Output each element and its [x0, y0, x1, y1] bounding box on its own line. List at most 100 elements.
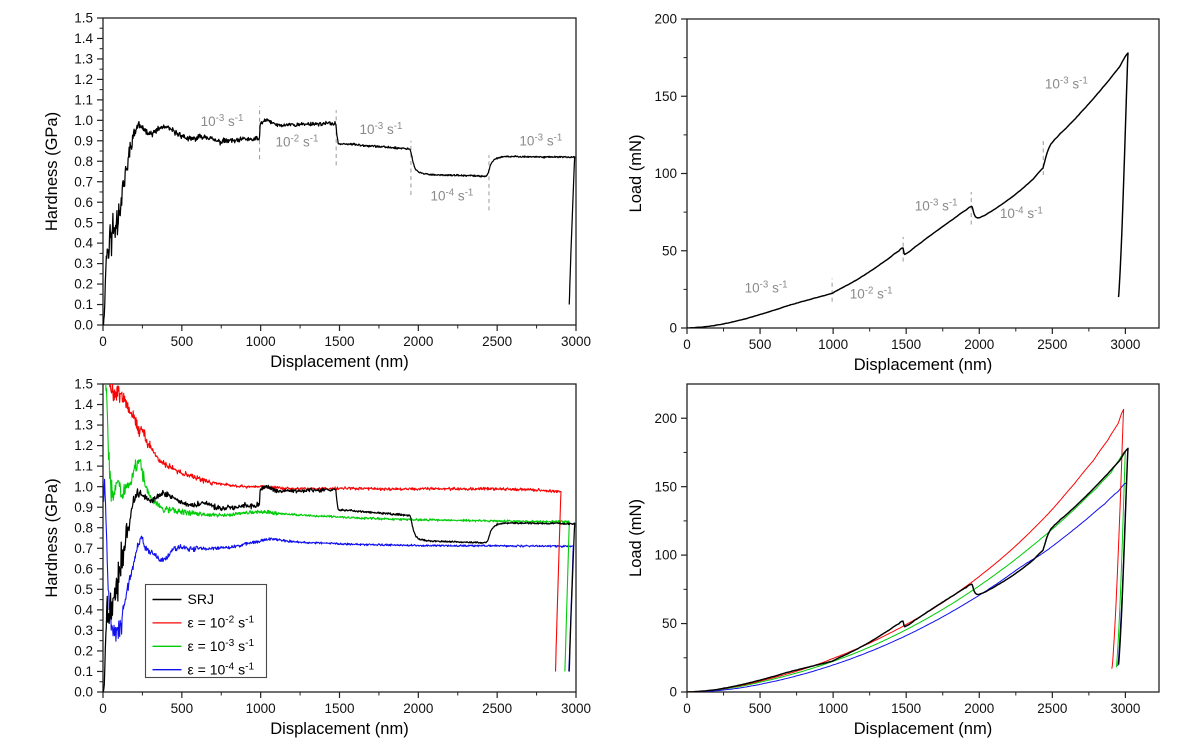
x-tick-label: 3000: [1110, 337, 1140, 352]
legend-entry: SRJ: [152, 591, 214, 607]
y-tick-label: 150: [654, 89, 677, 104]
x-tick-label: 0: [683, 701, 691, 716]
panel-hardness-vs-displacement-all-rates: 0 500 1000 1500 2000 2500 30000.00.10.20.30.40…: [43, 377, 591, 738]
y-tick-label: 0: [669, 321, 677, 336]
annotation-strain-rate: 10-3​ s-1​: [745, 279, 788, 295]
x-tick-label: 1500: [324, 701, 354, 716]
x-tick-label: 2000: [964, 701, 994, 716]
y-tick-label: 1.2: [74, 72, 93, 87]
y-tick-label: 50: [662, 243, 677, 258]
series-group: [103, 384, 576, 692]
x-tick-label: 500: [749, 337, 772, 352]
y-tick-label: 0.4: [74, 602, 93, 617]
series-group: [687, 408, 1129, 692]
annotation-strain-rate: 10-2​ s-1​: [276, 133, 319, 149]
axis-title-x: Displacement (nm): [854, 356, 992, 374]
y-tick-label: 0.2: [74, 644, 93, 659]
axis-title-x: Displacement (nm): [270, 720, 408, 738]
y-tick-label: 0.7: [74, 541, 93, 556]
y-tick-label: 1.1: [74, 92, 93, 107]
legend-entry: ε = 10-3​ s-1​: [152, 638, 255, 654]
y-tick-label: 0.8: [74, 520, 93, 535]
y-tick-label: 0.6: [74, 561, 93, 576]
legend-label: ε = 10-3​ s-1​: [188, 638, 255, 654]
y-tick-label: 0.0: [74, 685, 93, 700]
x-tick-label: 1500: [324, 334, 354, 349]
panel-load-vs-displacement-srj: 0 500 1000 1500 2000 2500 3000 0 50 100 150 200 Disp…: [627, 12, 1160, 374]
y-tick-label: 150: [654, 479, 677, 494]
y-tick-label: 1.0: [74, 479, 93, 494]
x-axis: 0 500 1000 1500 2000 2500 3000: [99, 692, 591, 716]
x-tick-label: 2000: [403, 701, 433, 716]
plot-box: [102, 17, 577, 326]
legend-label: ε = 10-4​ s-1​: [188, 661, 255, 677]
y-tick-label: 0.2: [74, 277, 93, 292]
x-tick-label: 2500: [482, 334, 512, 349]
y-tick-label: 0.9: [74, 500, 93, 515]
annotation-strain-rate: 10-3​ s-1​: [915, 198, 958, 214]
y-axis: 0 50 100 150 200: [654, 12, 687, 336]
y-tick-label: 0.3: [74, 623, 93, 638]
legend-label: ε = 10-2​ s-1​: [188, 614, 255, 630]
series-group: [687, 52, 1129, 328]
x-tick-label: 500: [171, 701, 194, 716]
legend-label: SRJ: [188, 591, 214, 607]
annotation-strain-rate: 10-3​ s-1​: [1045, 76, 1088, 92]
axis-title-y: Hardness (GPa): [43, 478, 61, 597]
axis-title-x: Displacement (nm): [854, 720, 992, 738]
axis-title-y: Load (mN): [627, 135, 645, 213]
y-tick-label: 1.4: [74, 31, 93, 46]
y-tick-label: 1.0: [74, 113, 93, 128]
x-tick-label: 1000: [818, 337, 848, 352]
axis-title-y: Hardness (GPa): [43, 112, 61, 231]
y-tick-label: 1.4: [74, 397, 93, 412]
legend-entry: ε = 10-2​ s-1​: [152, 614, 255, 631]
y-tick-label: 0.6: [74, 195, 93, 210]
y-axis: 0.0 0.1 0.2 0.3 0.4 0.5 0.6 0.7 0.8 0.9 1.0 1.1 1.2 1…: [74, 377, 103, 700]
y-tick-label: 0.4: [74, 236, 93, 251]
annotation-strain-rate: 10-4​ s-1​: [1000, 205, 1043, 221]
y-tick-label: 0.1: [74, 297, 93, 312]
x-tick-label: 2000: [964, 337, 994, 352]
series-e-10-3-s-1: [105, 384, 570, 672]
series-SRJ: [103, 484, 576, 692]
y-tick-label: 100: [654, 548, 677, 563]
x-tick-label: 3000: [561, 701, 591, 716]
y-tick-label: 1.5: [74, 377, 93, 392]
x-tick-label: 1000: [246, 701, 276, 716]
x-tick-label: 0: [99, 334, 107, 349]
x-tick-label: 0: [683, 337, 691, 352]
x-tick-label: 3000: [1110, 701, 1140, 716]
x-tick-label: 2500: [1037, 701, 1067, 716]
series-e-10-4-s-1: [103, 478, 574, 672]
annotation-strain-rate: 10-3​ s-1​: [360, 121, 403, 137]
annotation-strain-rate: 10-4​ s-1​: [430, 188, 473, 204]
panel-hardness-vs-displacement-srj: 0 500 1000 1500 2000 2500 30000.00.10.20.30.40…: [43, 11, 591, 371]
legend: SRJ ε = 10-2​ s-1​ ε = 10-3​ s-1​ ε = 10-4​…: [144, 583, 268, 679]
x-tick-label: 0: [99, 701, 107, 716]
x-tick-label: 1500: [891, 701, 921, 716]
series-e-10-3-s-1: [687, 450, 1126, 692]
y-axis: 0 50 100 150 200: [654, 411, 687, 700]
series-e-10-2-s-1: [109, 384, 562, 672]
x-tick-label: 1000: [246, 334, 276, 349]
series-e-10-4-s-1: [687, 482, 1128, 692]
y-axis: 0.0 0.1 0.2 0.3 0.4 0.5 0.6 0.7 0.8 0.9 1.0 1.1 1.2 1…: [74, 11, 103, 333]
y-tick-label: 1.2: [74, 438, 93, 453]
annotation-strain-rate: 10-3​ s-1​: [201, 113, 244, 129]
y-tick-label: 200: [654, 411, 677, 426]
x-tick-label: 2500: [1037, 337, 1067, 352]
y-tick-label: 0: [669, 685, 677, 700]
y-tick-label: 50: [662, 616, 677, 631]
x-tick-label: 2500: [482, 701, 512, 716]
x-tick-label: 2000: [403, 334, 433, 349]
series-SRJ: [687, 52, 1129, 328]
series-SRJ: [687, 447, 1129, 692]
y-tick-label: 1.3: [74, 52, 93, 67]
y-tick-label: 1.3: [74, 418, 93, 433]
series-SRJ: [103, 118, 576, 325]
y-tick-label: 0.5: [74, 582, 93, 597]
x-axis: 0 500 1000 1500 2000 2500 3000: [683, 328, 1140, 352]
y-tick-label: 200: [654, 12, 677, 27]
